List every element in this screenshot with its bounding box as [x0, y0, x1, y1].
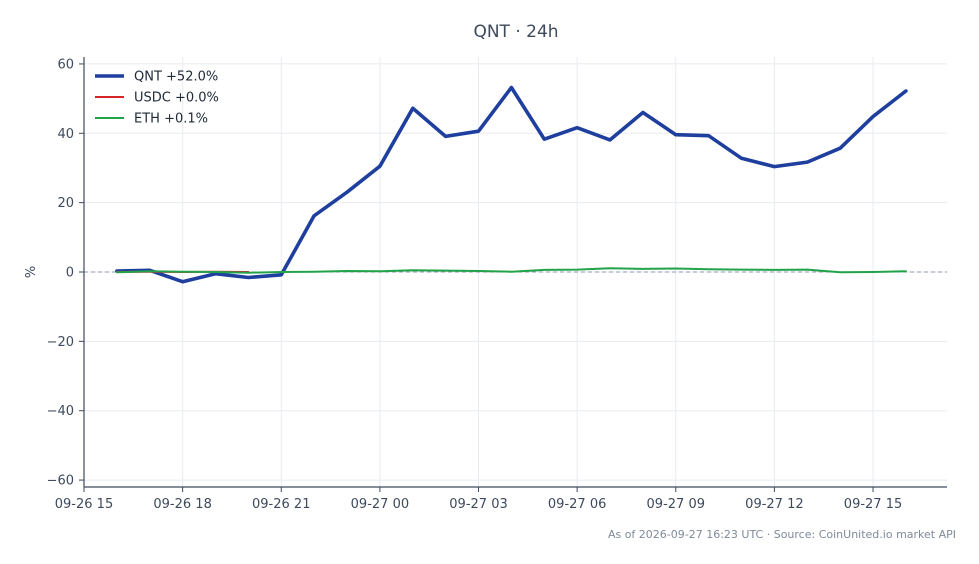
- legend-label-3: ETH +0.1%: [134, 112, 208, 127]
- legend: QNT +52.0% USDC +0.0% ETH +0.1%: [95, 70, 219, 127]
- y-tick-label: −20: [47, 335, 74, 350]
- x-tick-label: 09-26 21: [252, 497, 310, 512]
- y-tick-label: −40: [47, 404, 74, 419]
- x-tick-label: 09-27 12: [745, 497, 803, 512]
- legend-label-1: QNT +52.0%: [134, 70, 218, 85]
- x-tick-label: 09-27 03: [449, 497, 507, 512]
- y-tick-label: 60: [57, 57, 74, 72]
- series-lines: [115, 85, 908, 284]
- x-tick-label: 09-27 06: [548, 497, 606, 512]
- y-tick-label: 0: [66, 266, 74, 281]
- y-axis-ticks: −60 −40 −20 0 20 40 60: [47, 57, 84, 489]
- series-line-1: [115, 85, 908, 284]
- x-tick-label: 09-26 18: [153, 497, 211, 512]
- chart-title: QNT · 24h: [473, 22, 558, 42]
- x-tick-label: 09-27 00: [351, 497, 409, 512]
- y-tick-label: 40: [57, 127, 74, 142]
- series-line-3: [115, 267, 907, 274]
- y-tick-label: 20: [57, 196, 74, 211]
- y-tick-label: −60: [47, 474, 74, 489]
- x-tick-label: 09-27 15: [844, 497, 902, 512]
- y-axis-label: %: [24, 266, 39, 278]
- x-axis-ticks: 09-26 15 09-26 18 09-26 21 09-27 00 09-27 03…: [55, 487, 902, 512]
- legend-label-2: USDC +0.0%: [134, 91, 219, 106]
- x-tick-label: 09-26 15: [55, 497, 113, 512]
- source-footer: As of 2026-09-27 16:23 UTC · Source: Coi…: [608, 528, 956, 541]
- x-tick-label: 09-27 09: [647, 497, 705, 512]
